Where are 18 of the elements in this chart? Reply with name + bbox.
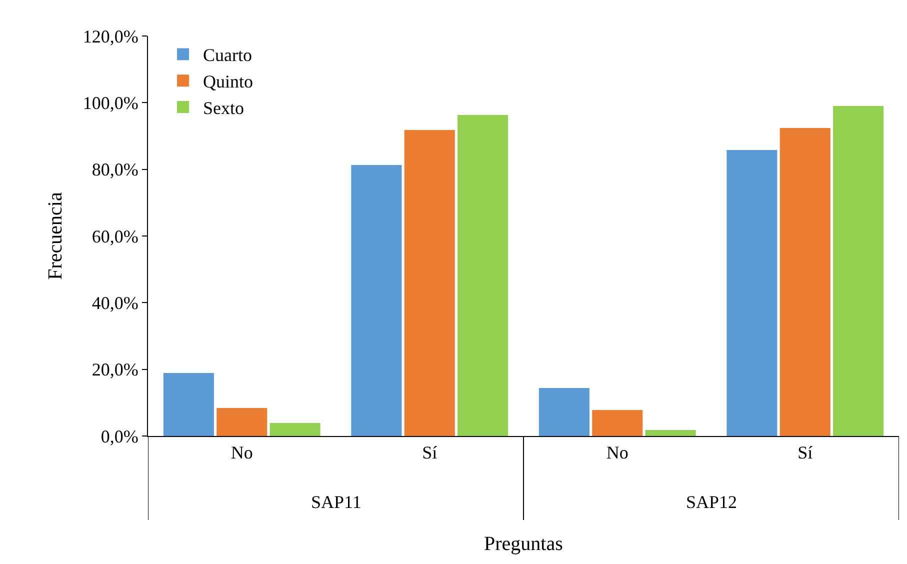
y-tick-label: 0,0% [100,426,138,446]
y-tick-label: 40,0% [92,292,138,313]
legend-label: Cuarto [203,45,252,66]
text: SAP11 [311,492,362,512]
y-tick-label: 20,0% [92,360,138,380]
y-tick-label: 80,0% [92,160,138,180]
y-axis-title: Frecuencia [44,192,66,280]
x-tick-label: No [606,442,628,463]
x-tick-label: Sí [798,442,813,463]
x-tick-label: Sí [422,442,438,463]
legend-label: Sexto [203,98,244,118]
x-axis-title: Preguntas [484,533,564,555]
x-tick-label: No [230,442,253,463]
text: SAP12 [686,492,738,512]
legend-label: Quinto [203,72,254,92]
y-tick-label: 100,0% [82,92,138,113]
y-tick-label: 60,0% [92,226,138,246]
y-tick-label: 120,0% [82,26,138,46]
